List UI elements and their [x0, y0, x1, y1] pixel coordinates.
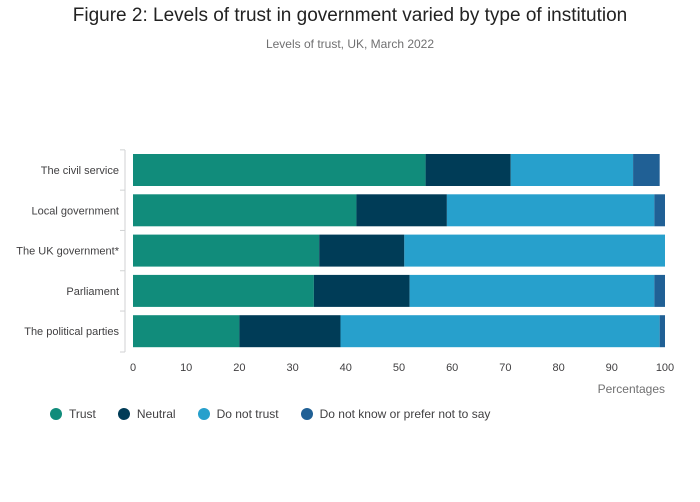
- x-tick-label: 70: [499, 362, 511, 374]
- x-tick-label: 80: [552, 362, 564, 374]
- bar-segment: [510, 154, 634, 186]
- bar-segment: [356, 194, 447, 227]
- legend-item[interactable]: Do not trust: [197, 407, 279, 421]
- axis-layer: The civil service Local government The UK …: [16, 149, 674, 374]
- x-tick-label: 20: [233, 362, 245, 374]
- legend-item[interactable]: Do not know or prefer not to say: [300, 407, 491, 421]
- y-tick-label: The political parties: [24, 326, 119, 338]
- bars-layer: [133, 154, 665, 348]
- y-tick-label: The UK government*: [16, 246, 119, 258]
- bar-segment: [654, 194, 665, 227]
- chart-title: Figure 2: Levels of trust in government …: [72, 5, 628, 26]
- x-tick-label: 30: [286, 362, 298, 374]
- bar-segment: [425, 154, 511, 186]
- legend-label: Neutral: [136, 407, 176, 421]
- chart-subtitle: Levels of trust, UK, March 2022: [265, 37, 435, 51]
- bar-segment: [654, 274, 665, 307]
- x-tick-label: 10: [180, 362, 192, 374]
- legend-swatch: [300, 408, 313, 420]
- bar-segment: [239, 315, 341, 348]
- legend-swatch: [117, 408, 130, 420]
- x-tick-label: 50: [393, 362, 405, 374]
- bar-segment: [659, 315, 665, 348]
- legend-label: Do not know or prefer not to say: [319, 407, 491, 421]
- x-axis-label: Percentages: [598, 382, 665, 396]
- bar-segment: [340, 315, 660, 348]
- bar-segment: [133, 274, 314, 307]
- y-tick-label: Parliament: [66, 286, 119, 298]
- x-tick-label: 40: [340, 362, 352, 374]
- bar-segment: [133, 154, 426, 186]
- bar-segment: [633, 154, 660, 186]
- y-tick-label: Local government: [32, 205, 119, 217]
- x-tick-label: 90: [606, 362, 618, 374]
- x-tick-label: 60: [446, 362, 458, 374]
- bar-segment: [446, 194, 655, 227]
- bar-segment: [319, 234, 405, 267]
- legend-label: Trust: [69, 407, 96, 421]
- legend-item[interactable]: Neutral: [117, 407, 176, 421]
- bar-segment: [409, 274, 655, 307]
- legend-item[interactable]: Trust: [50, 407, 96, 421]
- bar-segment: [133, 234, 320, 267]
- y-tick-label: The civil service: [41, 165, 119, 177]
- legend: Trust Neutral Do not trust Do not know or p…: [50, 407, 512, 421]
- bar-chart: The civil service Local government The UK …: [16, 149, 674, 396]
- x-tick-label: 0: [130, 362, 136, 374]
- bar-segment: [133, 315, 240, 348]
- bar-segment: [404, 234, 665, 267]
- x-tick-label: 100: [656, 362, 674, 374]
- bar-segment: [313, 274, 410, 307]
- legend-swatch: [50, 408, 62, 420]
- legend-swatch: [197, 408, 210, 420]
- legend-label: Do not trust: [216, 407, 279, 421]
- bar-segment: [133, 194, 357, 227]
